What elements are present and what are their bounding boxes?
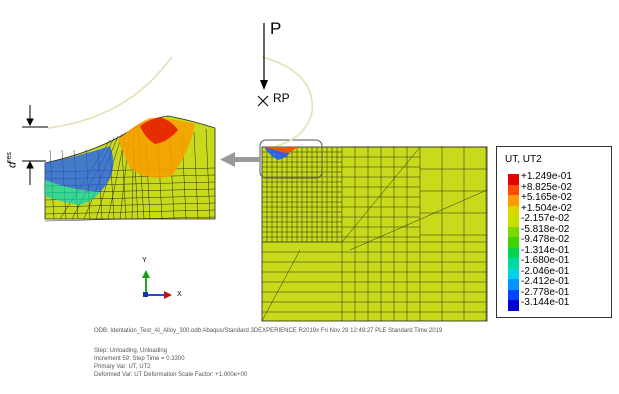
- legend-swatch: [508, 268, 519, 279]
- force-label: P: [270, 19, 282, 38]
- reference-point-label: RP: [273, 91, 290, 105]
- inset-indenter-arc: [47, 56, 173, 129]
- legend-entry-value: -2.778e-01: [521, 286, 570, 298]
- contour-legend: UT, UT2 +1.249e-01 +8.825e-02 +5.165e-02 +1…: [496, 146, 612, 318]
- legend-swatch: [508, 300, 519, 311]
- legend-swatch: [508, 195, 519, 206]
- legend-swatch: [508, 174, 519, 185]
- legend-entry-value: +5.165e-02: [521, 192, 572, 203]
- axis-triad: [142, 270, 172, 299]
- legend-swatch: [508, 226, 519, 237]
- legend-entry-value: -2.157e-02: [521, 213, 570, 224]
- step-info-line: Step: Unloading, Unloading: [94, 348, 168, 354]
- legend-entry-value: -2.412e-01: [521, 276, 570, 287]
- increment-info-line: Increment 59: Step Time = 0.3300: [94, 356, 185, 362]
- legend-entry-value: -1.314e-01: [521, 244, 570, 256]
- legend-entry-value: -9.478e-02: [521, 234, 570, 245]
- legend-swatch: [508, 237, 519, 248]
- odb-info-line: ODB: Identation_Test_Al_Alloy_300.odb Ab…: [94, 328, 443, 334]
- depth-symbol: d: [6, 161, 19, 168]
- legend-swatch: [508, 289, 519, 300]
- reference-point-marker: [257, 95, 269, 107]
- legend-entry-value: -3.144e-01: [521, 297, 570, 308]
- main-mesh: [261, 146, 488, 322]
- force-arrow: [260, 23, 268, 90]
- legend-swatch: [508, 279, 519, 290]
- triad-x-label: X: [177, 291, 182, 298]
- primary-var-line: Primary Var: UT, UT2: [94, 364, 151, 370]
- legend-entry-value: +1.504e-02: [521, 202, 572, 214]
- legend-swatch: [508, 205, 519, 216]
- inset-mesh: [44, 115, 216, 222]
- legend-entry-value: +1.249e-01: [521, 171, 572, 182]
- legend-entry-value: +8.825e-02: [521, 181, 572, 193]
- indenter-arc: [261, 56, 314, 147]
- zoom-arrow: [220, 152, 260, 167]
- legend-entry-value: -5.818e-02: [521, 223, 570, 235]
- depth-superscript: res: [6, 152, 13, 162]
- legend-entry-value: -1.680e-01: [521, 255, 570, 266]
- legend-swatch: [508, 247, 519, 258]
- legend-swatch: [508, 216, 519, 227]
- legend-title: UT, UT2: [505, 154, 542, 165]
- depth-dimension: [22, 105, 48, 185]
- legend-entry-value: -2.046e-01: [521, 265, 570, 277]
- legend-swatch: [508, 258, 519, 269]
- deformed-var-line: Deformed Var: UT Deformation Scale Facto…: [94, 372, 248, 378]
- legend-swatch: [508, 184, 519, 195]
- depth-label: dres: [6, 152, 19, 168]
- triad-y-label: Y: [142, 257, 147, 264]
